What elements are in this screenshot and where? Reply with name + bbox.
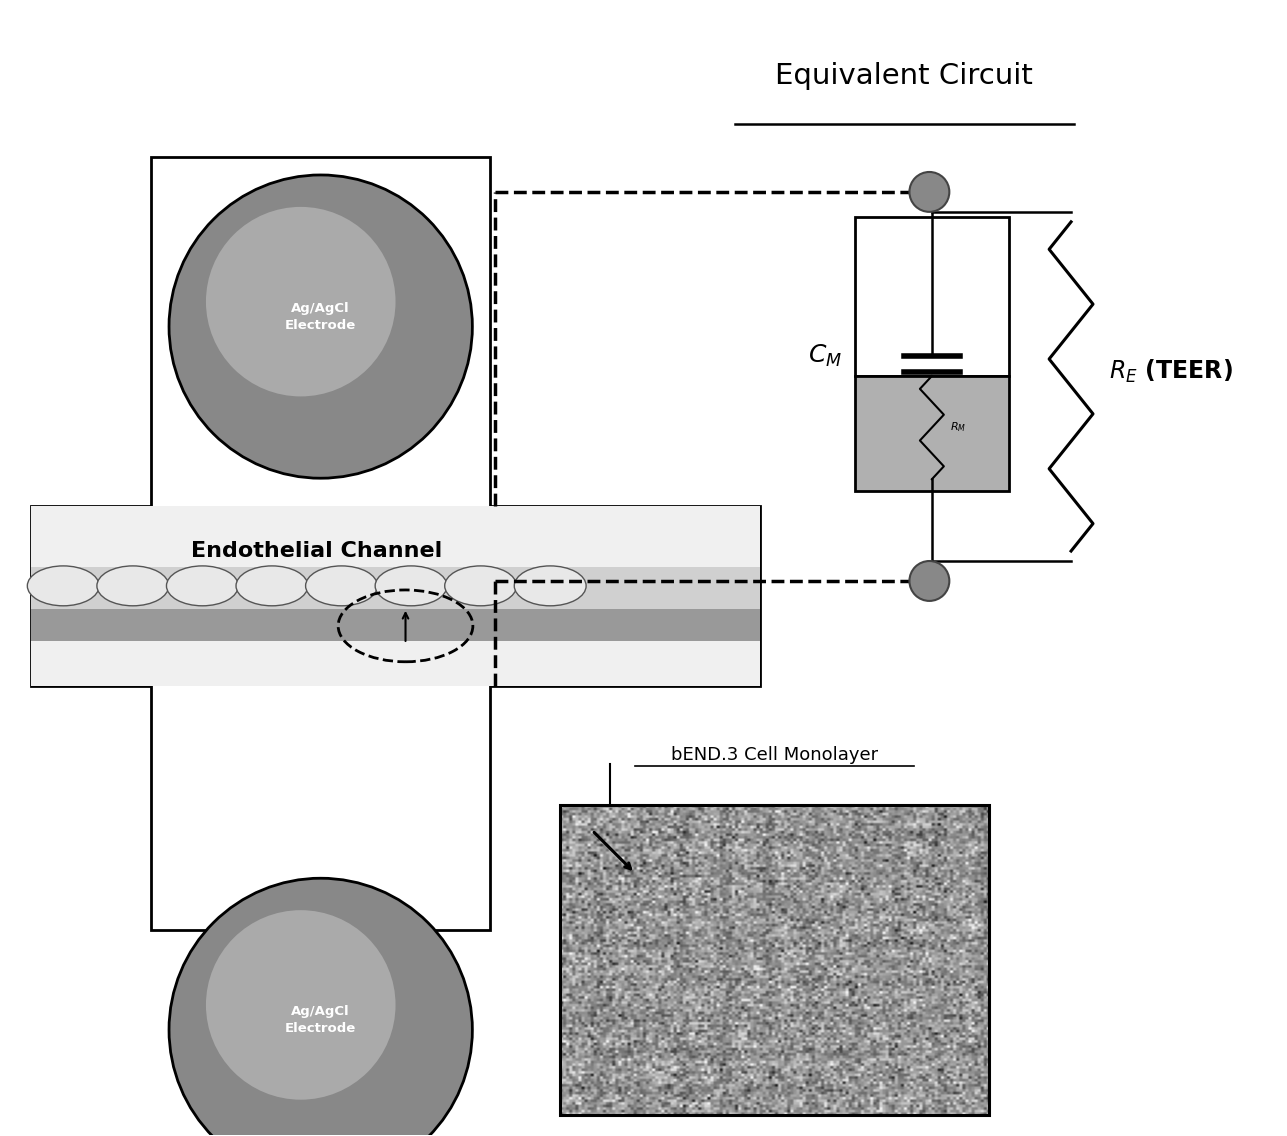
Circle shape: [169, 878, 472, 1136]
Ellipse shape: [27, 566, 99, 605]
Ellipse shape: [97, 566, 169, 605]
Circle shape: [910, 561, 950, 601]
Bar: [560, 805, 990, 1114]
Text: $C_M$: $C_M$: [808, 343, 843, 369]
Ellipse shape: [166, 566, 238, 605]
Bar: [855, 217, 1009, 376]
Bar: [31, 609, 759, 641]
Text: Endothelial Channel: Endothelial Channel: [190, 541, 443, 561]
Text: bEND.3 Cell Monolayer: bEND.3 Cell Monolayer: [671, 745, 878, 763]
Ellipse shape: [445, 566, 516, 605]
Ellipse shape: [236, 566, 308, 605]
Bar: [31, 567, 759, 609]
Text: Ag/AgCl
Electrode: Ag/AgCl Electrode: [286, 302, 356, 332]
Ellipse shape: [515, 566, 586, 605]
Text: Ag/AgCl
Electrode: Ag/AgCl Electrode: [286, 1005, 356, 1035]
Circle shape: [206, 207, 395, 396]
Circle shape: [169, 175, 472, 478]
Circle shape: [206, 910, 395, 1100]
Text: $R_M$: $R_M$: [950, 420, 967, 434]
Bar: [855, 376, 1009, 491]
Polygon shape: [31, 157, 759, 930]
Text: $R_E$ (TEER): $R_E$ (TEER): [1109, 358, 1233, 385]
Bar: [31, 507, 759, 686]
Circle shape: [910, 172, 950, 212]
Text: Equivalent Circuit: Equivalent Circuit: [776, 62, 1033, 90]
Ellipse shape: [375, 566, 447, 605]
Ellipse shape: [305, 566, 377, 605]
